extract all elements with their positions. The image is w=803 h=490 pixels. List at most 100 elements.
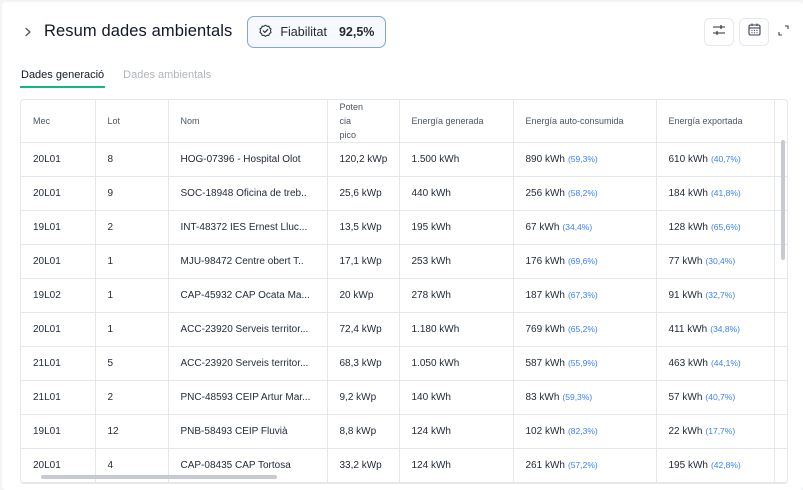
value-export: 184 kWh bbox=[668, 188, 708, 199]
cell-energia-autoconsumida: 187 kWh (67,3%) bbox=[513, 278, 657, 313]
percent-export: (32,7%) bbox=[705, 290, 736, 300]
percent-auto: (57,2%) bbox=[567, 460, 598, 470]
table-row[interactable]: 19L01 2 INT-48372 IES Ernest Lluc... 13,5 k… bbox=[21, 210, 787, 245]
cell-nom: ACC-23920 Serveis territor... bbox=[168, 346, 328, 381]
cell-lot: 1 bbox=[95, 278, 169, 313]
cell-energia-autoconsumida: 67 kWh (34,4%) bbox=[513, 210, 657, 245]
cell-potencia: 33,2 kWp bbox=[327, 448, 400, 483]
column-header-overflow[interactable]: C bbox=[774, 100, 787, 143]
cell-energia-autoconsumida: 261 kWh (57,2%) bbox=[513, 448, 657, 483]
cell-lot: 2 bbox=[95, 380, 169, 415]
cell-mec: 20L01 bbox=[21, 176, 96, 211]
chevron-right-icon[interactable] bbox=[20, 24, 36, 40]
cell-lot: 12 bbox=[95, 414, 169, 449]
vertical-scrollbar[interactable] bbox=[781, 140, 785, 260]
table-row[interactable]: 20L01 9 SOC-18948 Oficina de treb.. 25,6 kW… bbox=[21, 176, 787, 211]
cell-nom: SOC-18948 Oficina de treb.. bbox=[168, 176, 328, 211]
cell-mec: 21L01 bbox=[21, 380, 96, 415]
cell-overflow bbox=[774, 278, 787, 313]
horizontal-scrollbar[interactable] bbox=[41, 475, 277, 479]
value-auto: 102 kWh bbox=[525, 426, 565, 437]
cell-energia-generada: 440 kWh bbox=[399, 176, 514, 211]
cell-lot: 5 bbox=[95, 346, 169, 381]
toolbar bbox=[699, 18, 793, 46]
table-row[interactable]: 20L01 1 MJU-98472 Centre obert T.. 17,1 kWp… bbox=[21, 244, 787, 279]
cell-overflow bbox=[774, 414, 787, 449]
cell-nom: ACC-23920 Serveis territor... bbox=[168, 312, 328, 347]
table-row[interactable]: 21L01 5 ACC-23920 Serveis territor... 68,3 … bbox=[21, 346, 787, 381]
cell-nom: CAP-45932 CAP Ocata Ma... bbox=[168, 278, 328, 313]
sliders-icon bbox=[712, 23, 726, 41]
cell-energia-generada: 124 kWh bbox=[399, 414, 514, 449]
cell-energia-generada: 1.050 kWh bbox=[399, 346, 514, 381]
percent-auto: (55,9%) bbox=[567, 358, 598, 368]
column-header-mec[interactable]: Mec bbox=[21, 100, 96, 143]
column-header-nom[interactable]: Nom bbox=[168, 100, 328, 143]
value-export: 22 kWh bbox=[668, 426, 703, 437]
cell-lot: 8 bbox=[95, 142, 169, 177]
page-title: Resum dades ambientals bbox=[44, 22, 233, 40]
card-header: Resum dades ambientals Fiabilitat 92,5% bbox=[20, 15, 387, 48]
cell-mec: 20L01 bbox=[21, 142, 96, 177]
cell-energia-autoconsumida: 890 kWh (59,3%) bbox=[513, 142, 657, 177]
cell-energia-autoconsumida: 256 kWh (58,2%) bbox=[513, 176, 657, 211]
cell-nom: PNB-58493 CEIP Fluvià bbox=[168, 414, 328, 449]
cell-energia-autoconsumida: 83 kWh (59,3%) bbox=[513, 380, 657, 415]
cell-energia-generada: 124 kWh bbox=[399, 448, 514, 483]
tab-dades-ambientals[interactable]: Dades ambientals bbox=[123, 69, 212, 81]
value-export: 463 kWh bbox=[668, 358, 708, 369]
cell-potencia: 25,6 kWp bbox=[327, 176, 400, 211]
value-auto: 187 kWh bbox=[525, 290, 565, 301]
percent-export: (44,1%) bbox=[710, 358, 741, 368]
table-row[interactable]: 20L01 1 ACC-23920 Serveis territor... 72,4 … bbox=[21, 312, 787, 347]
cell-nom: INT-48372 IES Ernest Lluc... bbox=[168, 210, 328, 245]
percent-export: (40,7%) bbox=[705, 392, 736, 402]
cell-energia-generada: 278 kWh bbox=[399, 278, 514, 313]
percent-export: (41,8%) bbox=[710, 188, 741, 198]
table-header-row: Mec Lot Nom Poten cia pico Energía gener… bbox=[21, 100, 787, 143]
value-export: 610 kWh bbox=[668, 154, 708, 165]
column-header-energia-autoconsumida[interactable]: Energía auto-consumida bbox=[513, 100, 657, 143]
cell-potencia: 68,3 kWp bbox=[327, 346, 400, 381]
percent-export: (17,7%) bbox=[705, 426, 736, 436]
cell-energia-exportada: 57 kWh (40,7%) bbox=[656, 380, 775, 415]
cell-energia-generada: 1.500 kWh bbox=[399, 142, 514, 177]
cell-lot: 1 bbox=[95, 312, 169, 347]
badge-value: 92,5% bbox=[338, 24, 375, 39]
table-row[interactable]: 20L01 8 HOG-07396 - Hospital Olot 120,2 kWp… bbox=[21, 142, 787, 177]
column-header-potencia[interactable]: Poten cia pico bbox=[327, 100, 400, 143]
cell-energia-exportada: 91 kWh (32,7%) bbox=[656, 278, 775, 313]
tab-bar: Dades generació Dades ambientals bbox=[20, 68, 229, 88]
expand-button[interactable] bbox=[773, 18, 793, 46]
cell-overflow bbox=[774, 312, 787, 347]
cell-energia-generada: 140 kWh bbox=[399, 380, 514, 415]
cell-energia-autoconsumida: 769 kWh (65,2%) bbox=[513, 312, 657, 347]
filter-button[interactable] bbox=[704, 18, 734, 46]
value-export: 128 kWh bbox=[668, 222, 708, 233]
column-header-energia-exportada[interactable]: Energía exportada bbox=[656, 100, 775, 143]
table-row[interactable]: 19L02 1 CAP-45932 CAP Ocata Ma... 20 kWp 278… bbox=[21, 278, 787, 313]
value-export: 411 kWh bbox=[668, 324, 708, 335]
value-auto: 67 kWh bbox=[525, 222, 560, 233]
percent-auto: (59,3%) bbox=[567, 154, 598, 164]
value-auto: 587 kWh bbox=[525, 358, 565, 369]
table-row[interactable]: 19L01 12 PNB-58493 CEIP Fluvià 8,8 kWp 124 k… bbox=[21, 414, 787, 449]
cell-nom: HOG-07396 - Hospital Olot bbox=[168, 142, 328, 177]
column-header-lot[interactable]: Lot bbox=[95, 100, 169, 143]
table-row[interactable]: 21L01 2 PNC-48593 CEIP Artur Mar... 9,2 kWp… bbox=[21, 380, 787, 415]
cell-lot: 1 bbox=[95, 244, 169, 279]
percent-export: (30,4%) bbox=[705, 256, 736, 266]
expand-icon bbox=[777, 23, 789, 41]
percent-auto: (65,2%) bbox=[567, 324, 598, 334]
percent-auto: (34,4%) bbox=[562, 222, 593, 232]
value-auto: 256 kWh bbox=[525, 188, 565, 199]
percent-export: (42,8%) bbox=[710, 460, 741, 470]
column-header-energia-generada[interactable]: Energía generada bbox=[399, 100, 514, 143]
tab-dades-generacio[interactable]: Dades generació bbox=[20, 68, 106, 88]
cell-potencia: 8,8 kWp bbox=[327, 414, 400, 449]
calendar-button[interactable] bbox=[739, 18, 769, 46]
value-export: 91 kWh bbox=[668, 290, 703, 301]
cell-potencia: 20 kWp bbox=[327, 278, 400, 313]
cell-energia-exportada: 184 kWh (41,8%) bbox=[656, 176, 775, 211]
value-auto: 83 kWh bbox=[525, 392, 560, 403]
